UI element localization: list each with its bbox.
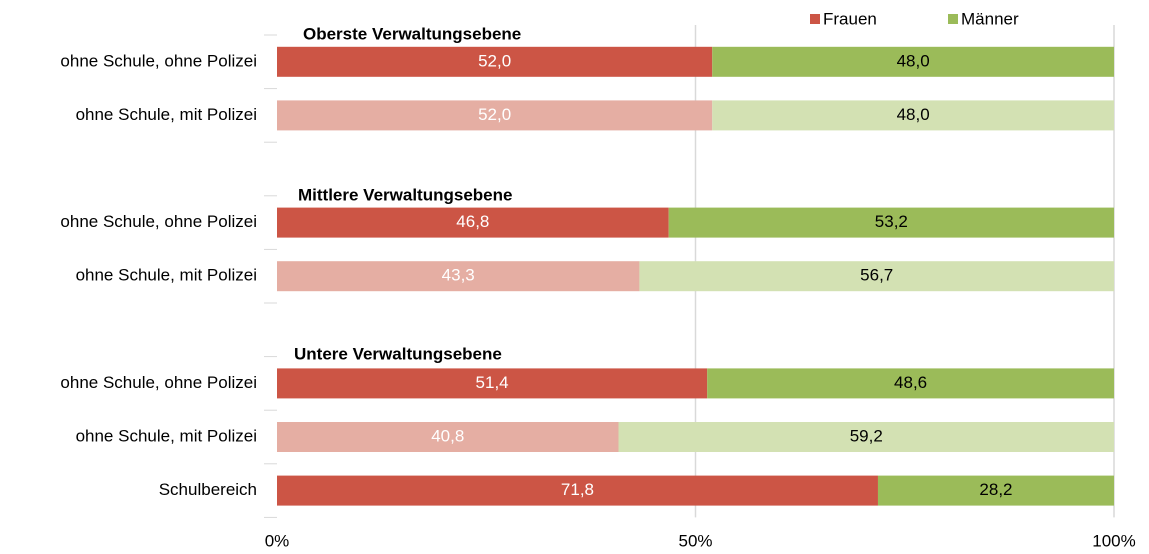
legend-label: Männer	[961, 9, 1019, 28]
bar	[877, 475, 1114, 506]
data-label: 43,3	[442, 266, 475, 285]
data-label: 40,8	[431, 426, 464, 445]
bar	[277, 475, 878, 506]
bar	[277, 46, 713, 77]
data-label: 51,4	[476, 373, 509, 392]
bar	[277, 100, 713, 131]
data-label: 52,0	[478, 105, 511, 124]
y-tick-label: Schulbereich	[159, 480, 257, 499]
bar	[639, 261, 1114, 292]
data-label: 46,8	[456, 212, 489, 231]
annotation: Mittlere Verwaltungsebene	[298, 185, 512, 204]
y-tick-label: ohne Schule, mit Polizei	[76, 105, 257, 124]
annotation: Untere Verwaltungsebene	[294, 344, 502, 363]
bar	[277, 261, 640, 292]
data-label: 71,8	[561, 480, 594, 499]
legend-swatch	[810, 14, 820, 24]
x-tick-label: 100%	[1092, 531, 1135, 550]
data-label: 48,0	[897, 51, 930, 70]
bar	[277, 207, 669, 238]
y-tick-label: ohne Schule, mit Polizei	[76, 426, 257, 445]
y-tick-label: ohne Schule, ohne Polizei	[60, 51, 257, 70]
bar	[668, 207, 1114, 238]
x-tick-label: 0%	[265, 531, 290, 550]
legend-label: Frauen	[823, 9, 877, 28]
bar	[712, 100, 1114, 131]
bar	[707, 368, 1114, 399]
x-tick-label: 50%	[678, 531, 712, 550]
data-label: 53,2	[875, 212, 908, 231]
data-label: 48,6	[894, 373, 927, 392]
bar	[712, 46, 1114, 77]
y-tick-label: ohne Schule, ohne Polizei	[60, 373, 257, 392]
y-tick-label: ohne Schule, mit Polizei	[76, 266, 257, 285]
data-label: 59,2	[850, 426, 883, 445]
legend-swatch	[948, 14, 958, 24]
bar	[277, 368, 708, 399]
data-label: 48,0	[897, 105, 930, 124]
data-label: 28,2	[979, 480, 1012, 499]
bar	[277, 422, 619, 452]
data-label: 52,0	[478, 51, 511, 70]
bar	[618, 422, 1114, 452]
y-tick-label: ohne Schule, ohne Polizei	[60, 212, 257, 231]
data-label: 56,7	[860, 266, 893, 285]
annotation: Oberste Verwaltungsebene	[303, 24, 521, 43]
